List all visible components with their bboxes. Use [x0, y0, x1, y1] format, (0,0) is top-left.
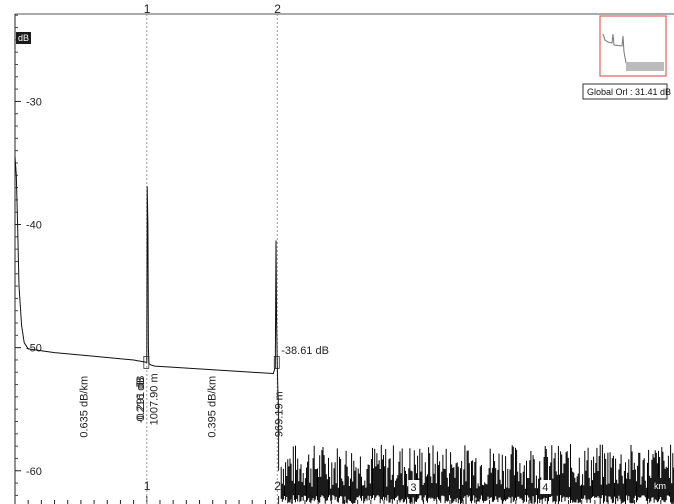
- x-axis-unit: km: [654, 481, 666, 491]
- event-value-label: 0.216 dB: [135, 377, 147, 421]
- x-tick-label-bg: [408, 480, 420, 494]
- segment-labels: 0.635 dB/km 0.395 dB/km: [78, 376, 218, 438]
- y-tick-label: -40: [26, 220, 42, 232]
- overview-noise: [626, 62, 664, 71]
- y-unit-badge: [16, 32, 31, 44]
- x-unit-badge: [650, 478, 670, 492]
- trace-line: [14, 156, 280, 471]
- x-tick-label: 3: [410, 482, 416, 494]
- segment-attenuation-label: 0.395 dB/km: [206, 376, 218, 438]
- x-tick-label-bg: [540, 480, 552, 494]
- y-tick-label: -50: [26, 343, 42, 355]
- event-number-bottom: 2: [274, 479, 281, 493]
- x-tick-label: 4: [542, 482, 548, 494]
- reflectance-annotation: -38.61 dB: [281, 345, 329, 357]
- y-tick-label: -30: [26, 96, 42, 108]
- global-orl-label: Global Orl : 31.41 dB: [587, 87, 671, 97]
- event-value-label: 1007.90 m: [148, 373, 160, 425]
- overview-trace: [602, 33, 627, 64]
- overview-inset[interactable]: [599, 15, 667, 77]
- y-axis-unit: dB: [18, 33, 29, 43]
- event-number-bottom: 1: [144, 479, 151, 493]
- global-orl-box: [582, 83, 668, 100]
- event-value-label: -0.291 dB: [135, 376, 147, 424]
- event-value-label: 969.19 m: [274, 391, 286, 437]
- event-number-top: 1: [144, 2, 151, 16]
- event-number-top: 2: [274, 2, 281, 16]
- annotations: -38.61 dB: [281, 345, 329, 357]
- segment-attenuation-label: 0.635 dB/km: [78, 376, 90, 438]
- event-labels: -0.291 dB0.216 dB 1007.90 m 969.19 m: [135, 373, 285, 437]
- y-tick-label: -60: [26, 466, 42, 478]
